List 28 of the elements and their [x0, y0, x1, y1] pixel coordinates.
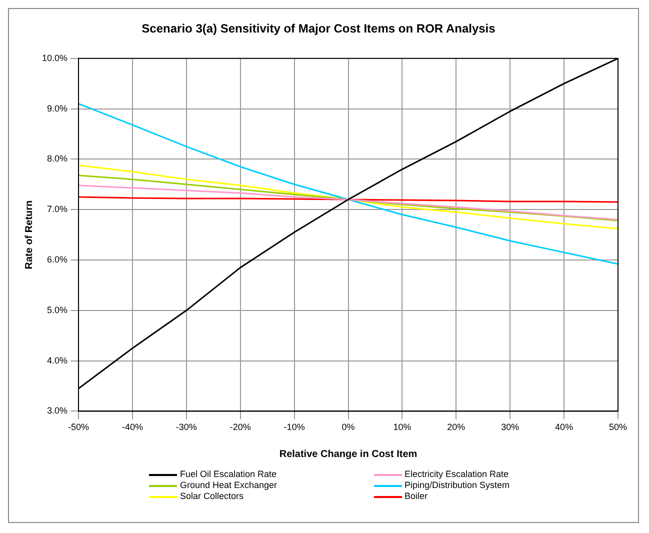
x-tick-label: -30% — [176, 422, 197, 432]
y-tick-label: 4.0% — [47, 355, 68, 366]
x-tick-label: -20% — [230, 422, 251, 432]
legend-label: Boiler — [404, 491, 428, 502]
y-tick-label: 10.0% — [42, 52, 68, 63]
x-tick-label: 30% — [501, 422, 520, 432]
y-axis-title: Rate of Return — [24, 200, 35, 270]
legend-label: Electricity Escalation Rate — [404, 469, 509, 480]
legend-label: Fuel Oil Escalation Rate — [180, 469, 277, 480]
y-tick-label: 9.0% — [47, 103, 68, 114]
y-tick-label: 3.0% — [47, 406, 68, 416]
legend-label: Ground Heat Exchanger — [180, 480, 278, 491]
x-tick-label: 20% — [447, 422, 466, 432]
y-tick-label: 7.0% — [47, 204, 68, 214]
y-tick-label: 6.0% — [47, 254, 68, 264]
x-tick-label: 0% — [342, 422, 355, 432]
x-tick-label: 50% — [608, 422, 628, 432]
x-tick-label: 40% — [555, 422, 574, 432]
x-tick-label: 10% — [393, 422, 412, 432]
x-tick-label: -10% — [284, 422, 305, 432]
y-tick-label: 5.0% — [47, 304, 68, 315]
chart-title: Scenario 3(a) Sensitivity of Major Cost Items on ROR Analysis — [142, 22, 496, 36]
legend-label: Piping/Distribution System — [404, 480, 510, 491]
x-axis-title: Relative Change in Cost Item — [279, 448, 418, 460]
legend-label: Solar Collectors — [180, 491, 244, 502]
x-tick-label: -40% — [122, 422, 143, 432]
x-tick-label: -50% — [68, 422, 90, 432]
y-tick-label: 8.0% — [47, 154, 68, 164]
